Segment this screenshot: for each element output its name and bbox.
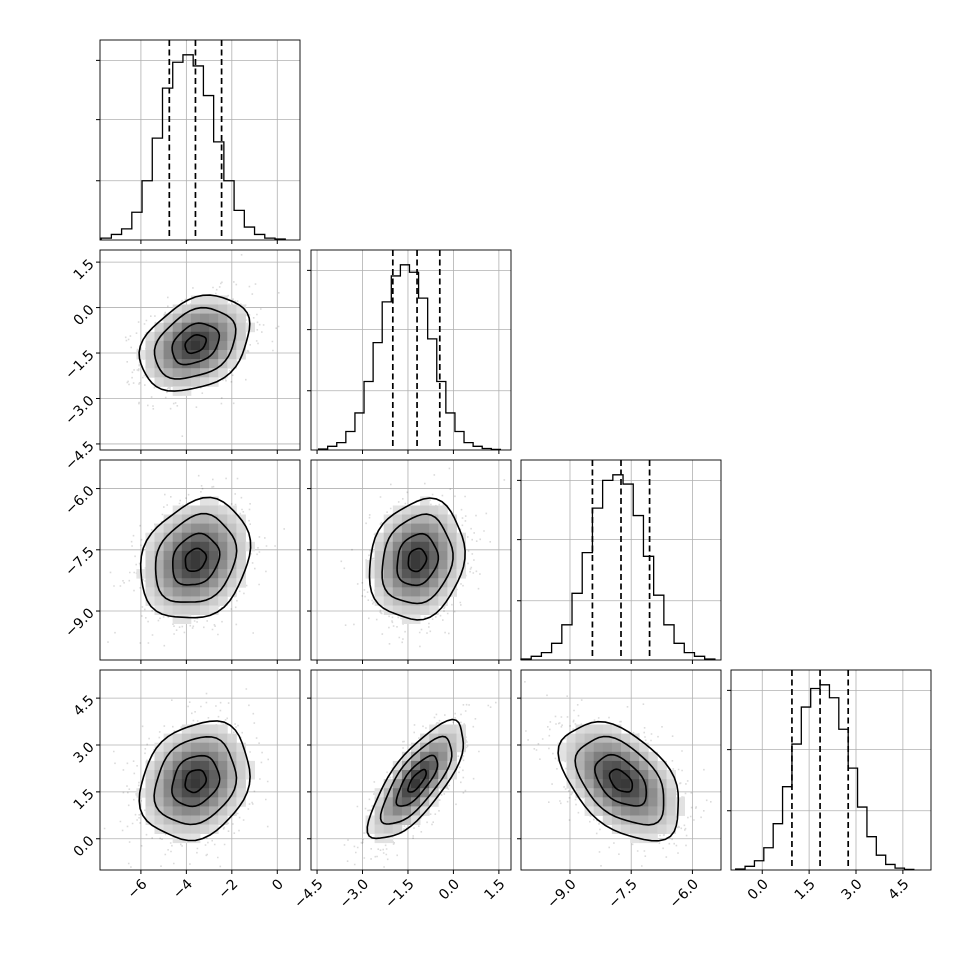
pair-3-1-content: [311, 670, 511, 870]
hist-1-steps: [317, 264, 502, 451]
hist-panel-3: [727, 669, 932, 871]
x-tick-label-1-3: 0.0: [436, 876, 463, 903]
y-tick-label-3-1: 1.5: [71, 786, 98, 813]
y-tick-label-1-3: 0.0: [71, 302, 98, 329]
pair-2-0-contour-1: [172, 532, 221, 586]
x-tick-label-3-3: 4.5: [885, 876, 912, 903]
x-tick-label-0-0: −6: [125, 876, 151, 902]
pair-2-1-contour-2: [381, 513, 454, 605]
pair-3-2-content: [521, 670, 721, 870]
x-tick-label-1-4: 1.5: [481, 876, 508, 903]
pair-panel-3-1: [310, 669, 512, 871]
pair-3-0-content: [100, 670, 300, 870]
panels-layer: −6 −4 −2 0 −4.5 −3.0 −1.5 0.0 1.5 −9.0 −7.5 −6.0 0.0…: [62, 39, 932, 912]
pair-3-2-contour-2: [574, 735, 665, 826]
y-tick-label-3-3: 4.5: [71, 692, 98, 719]
pair-2-1-contour-0: [407, 547, 428, 573]
pair-panel-3-2: [520, 669, 722, 871]
pair-1-0-contour-1: [171, 322, 221, 366]
pair-1-0-contour-3: [138, 294, 251, 392]
pair-1-0-contour-0: [184, 333, 208, 355]
y-tick-label-2-1: −7.5: [62, 544, 97, 579]
x-tick-label-3-0: 0.0: [745, 876, 772, 903]
pair-3-2-frame: [520, 669, 722, 871]
pair-2-1-contour-3: [368, 497, 466, 621]
pair-3-2-contour-1: [593, 753, 648, 807]
x-tick-label-3-1: 1.5: [792, 876, 819, 903]
x-tick-label-2-2: −6.0: [667, 876, 702, 911]
pair-2-0-contour-2: [154, 512, 238, 603]
hist-panel-1: [307, 249, 512, 451]
pair-1-0-frame: [99, 249, 301, 451]
y-tick-label-3-2: 3.0: [71, 739, 98, 766]
pair-2-1-contour-1: [396, 532, 440, 587]
x-tick-label-1-0: −4.5: [291, 876, 326, 911]
pair-1-0-contour-2: [153, 306, 237, 380]
x-tick-label-3-2: 3.0: [839, 876, 866, 903]
y-tick-label-2-2: −6.0: [62, 483, 97, 518]
hist-0-frame: [99, 39, 301, 241]
y-tick-label-1-0: −4.5: [62, 438, 97, 473]
y-tick-label-1-4: 1.5: [71, 256, 98, 283]
pair-panel-2-1: [310, 459, 512, 661]
x-tick-label-1-2: −1.5: [382, 876, 417, 911]
y-tick-label-1-2: −1.5: [62, 347, 97, 382]
hist-panel-2: [517, 459, 722, 661]
pair-3-0-contour-3: [138, 720, 251, 842]
pair-panel-3-0: [99, 669, 301, 871]
pair-2-1-frame: [310, 459, 512, 661]
pair-2-1-content: [311, 460, 511, 660]
y-tick-label-3-0: 0.0: [71, 833, 98, 860]
x-tick-label-0-1: −4: [170, 876, 196, 902]
hist-2-frame: [520, 459, 722, 661]
pair-3-0-frame: [99, 669, 301, 871]
x-tick-label-0-3: 0: [269, 876, 287, 894]
pair-1-0-content: [100, 250, 300, 450]
x-tick-label-2-0: −9.0: [544, 876, 579, 911]
pair-3-0-contour-0: [184, 769, 207, 794]
hist-2-steps: [520, 474, 716, 660]
y-tick-label-1-1: −3.0: [62, 393, 97, 428]
pair-3-1-contour-2: [379, 735, 453, 825]
pair-3-2-contour-3: [557, 720, 680, 842]
pair-3-0-contour-2: [153, 735, 238, 826]
hist-1-frame: [310, 249, 512, 451]
x-tick-label-2-1: −7.5: [605, 876, 640, 911]
pair-2-0-contour-0: [184, 547, 208, 572]
pair-3-2-contour-0: [608, 768, 634, 793]
pair-2-0-contour-3: [139, 496, 252, 619]
pair-3-1-contour-0: [407, 768, 428, 793]
y-tick-label-2-0: −9.0: [62, 605, 97, 640]
hist-panel-0: [96, 39, 301, 241]
pair-2-0-frame: [99, 459, 301, 661]
x-tick-label-1-1: −3.0: [337, 876, 372, 911]
hist-3-frame: [730, 669, 932, 871]
pair-panel-2-0: [99, 459, 301, 661]
pair-3-1-contour-1: [395, 754, 439, 807]
pair-3-1-frame: [310, 669, 512, 871]
pair-3-1-contour-3: [366, 718, 465, 840]
pair-2-0-content: [100, 460, 300, 660]
hist-3-steps: [735, 684, 915, 871]
hist-0-steps: [100, 54, 286, 240]
x-tick-label-0-2: −2: [216, 876, 242, 902]
pair-3-0-contour-1: [171, 754, 221, 808]
pair-panel-1-0: [99, 249, 301, 451]
